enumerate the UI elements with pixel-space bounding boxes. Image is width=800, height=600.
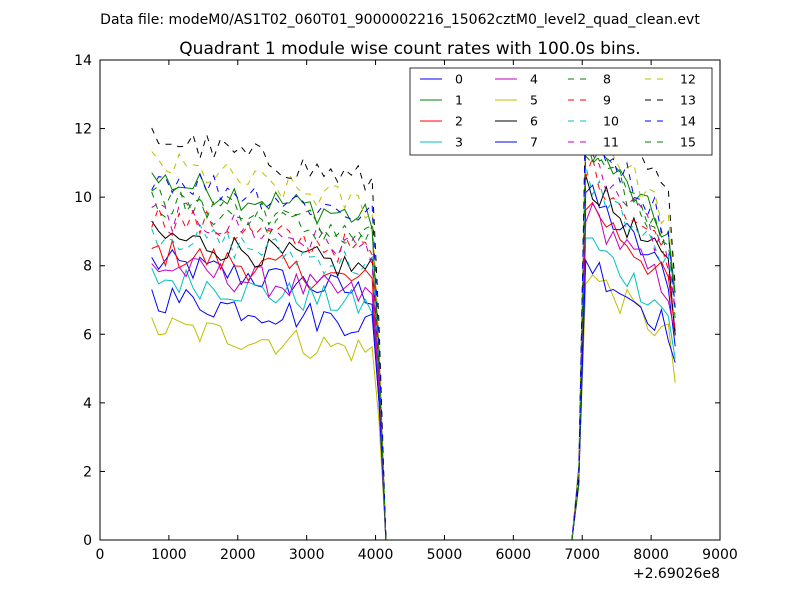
y-tick-label: 12 bbox=[74, 122, 92, 138]
series-line-9 bbox=[151, 155, 676, 541]
legend-label-0: 0 bbox=[455, 72, 463, 87]
x-offset-label: +2.69026e8 bbox=[633, 566, 720, 582]
legend-label-9: 9 bbox=[603, 93, 611, 108]
x-tick-label: 8000 bbox=[633, 547, 669, 563]
x-axis: 0 1000 2000 3000 4000 5000 6000 7000 8000 9000 bbox=[96, 60, 738, 563]
y-tick-label: 0 bbox=[83, 533, 92, 549]
legend-label-10: 10 bbox=[603, 114, 619, 129]
legend-label-14: 14 bbox=[680, 114, 696, 129]
series-line-15 bbox=[151, 154, 676, 541]
x-tick-label: 3000 bbox=[289, 547, 325, 563]
y-tick-label: 2 bbox=[83, 464, 92, 480]
legend-label-6: 6 bbox=[530, 114, 538, 129]
legend-frame bbox=[409, 67, 713, 156]
x-tick-label: 5000 bbox=[427, 547, 463, 563]
y-tick-label: 4 bbox=[83, 396, 92, 412]
legend-label-1: 1 bbox=[455, 93, 463, 108]
x-tick-label: 1000 bbox=[151, 547, 187, 563]
series-line-0 bbox=[151, 184, 676, 541]
series-line-11 bbox=[151, 142, 676, 541]
x-tick-label: 4000 bbox=[358, 547, 394, 563]
supertitle: Data file: modeM0/AS1T02_060T01_90000022… bbox=[100, 12, 700, 28]
x-tick-label: 2000 bbox=[220, 547, 256, 563]
legend-label-5: 5 bbox=[530, 93, 538, 108]
series-line-3 bbox=[151, 237, 676, 541]
x-tick-label: 6000 bbox=[496, 547, 532, 563]
series-line-5 bbox=[151, 274, 676, 541]
y-tick-label: 8 bbox=[83, 259, 92, 275]
legend-label-8: 8 bbox=[603, 72, 611, 87]
x-tick-label: 9000 bbox=[702, 547, 738, 563]
series-line-6 bbox=[151, 174, 676, 541]
y-tick-label: 6 bbox=[83, 327, 92, 343]
legend-label-3: 3 bbox=[455, 135, 463, 150]
x-tick-label: 0 bbox=[96, 547, 105, 563]
legend-label-12: 12 bbox=[680, 72, 696, 87]
series-line-10 bbox=[151, 165, 676, 541]
y-tick-label: 14 bbox=[74, 53, 92, 69]
legend-label-7: 7 bbox=[530, 135, 538, 150]
x-tick-label: 7000 bbox=[564, 547, 600, 563]
legend-label-11: 11 bbox=[603, 135, 619, 150]
series-line-14 bbox=[151, 112, 676, 541]
legend-label-15: 15 bbox=[680, 135, 696, 150]
chart-title: Quadrant 1 module wise count rates with … bbox=[179, 39, 640, 59]
legend-label-13: 13 bbox=[680, 93, 696, 108]
series-line-7 bbox=[151, 258, 676, 541]
series-line-1 bbox=[151, 134, 676, 541]
legend-label-2: 2 bbox=[455, 114, 463, 129]
series-line-12 bbox=[151, 119, 676, 541]
y-tick-label: 10 bbox=[74, 190, 92, 206]
plot-frame bbox=[99, 59, 721, 541]
series-line-8 bbox=[151, 144, 676, 541]
legend-label-4: 4 bbox=[530, 72, 538, 87]
series-line-4 bbox=[151, 202, 676, 541]
